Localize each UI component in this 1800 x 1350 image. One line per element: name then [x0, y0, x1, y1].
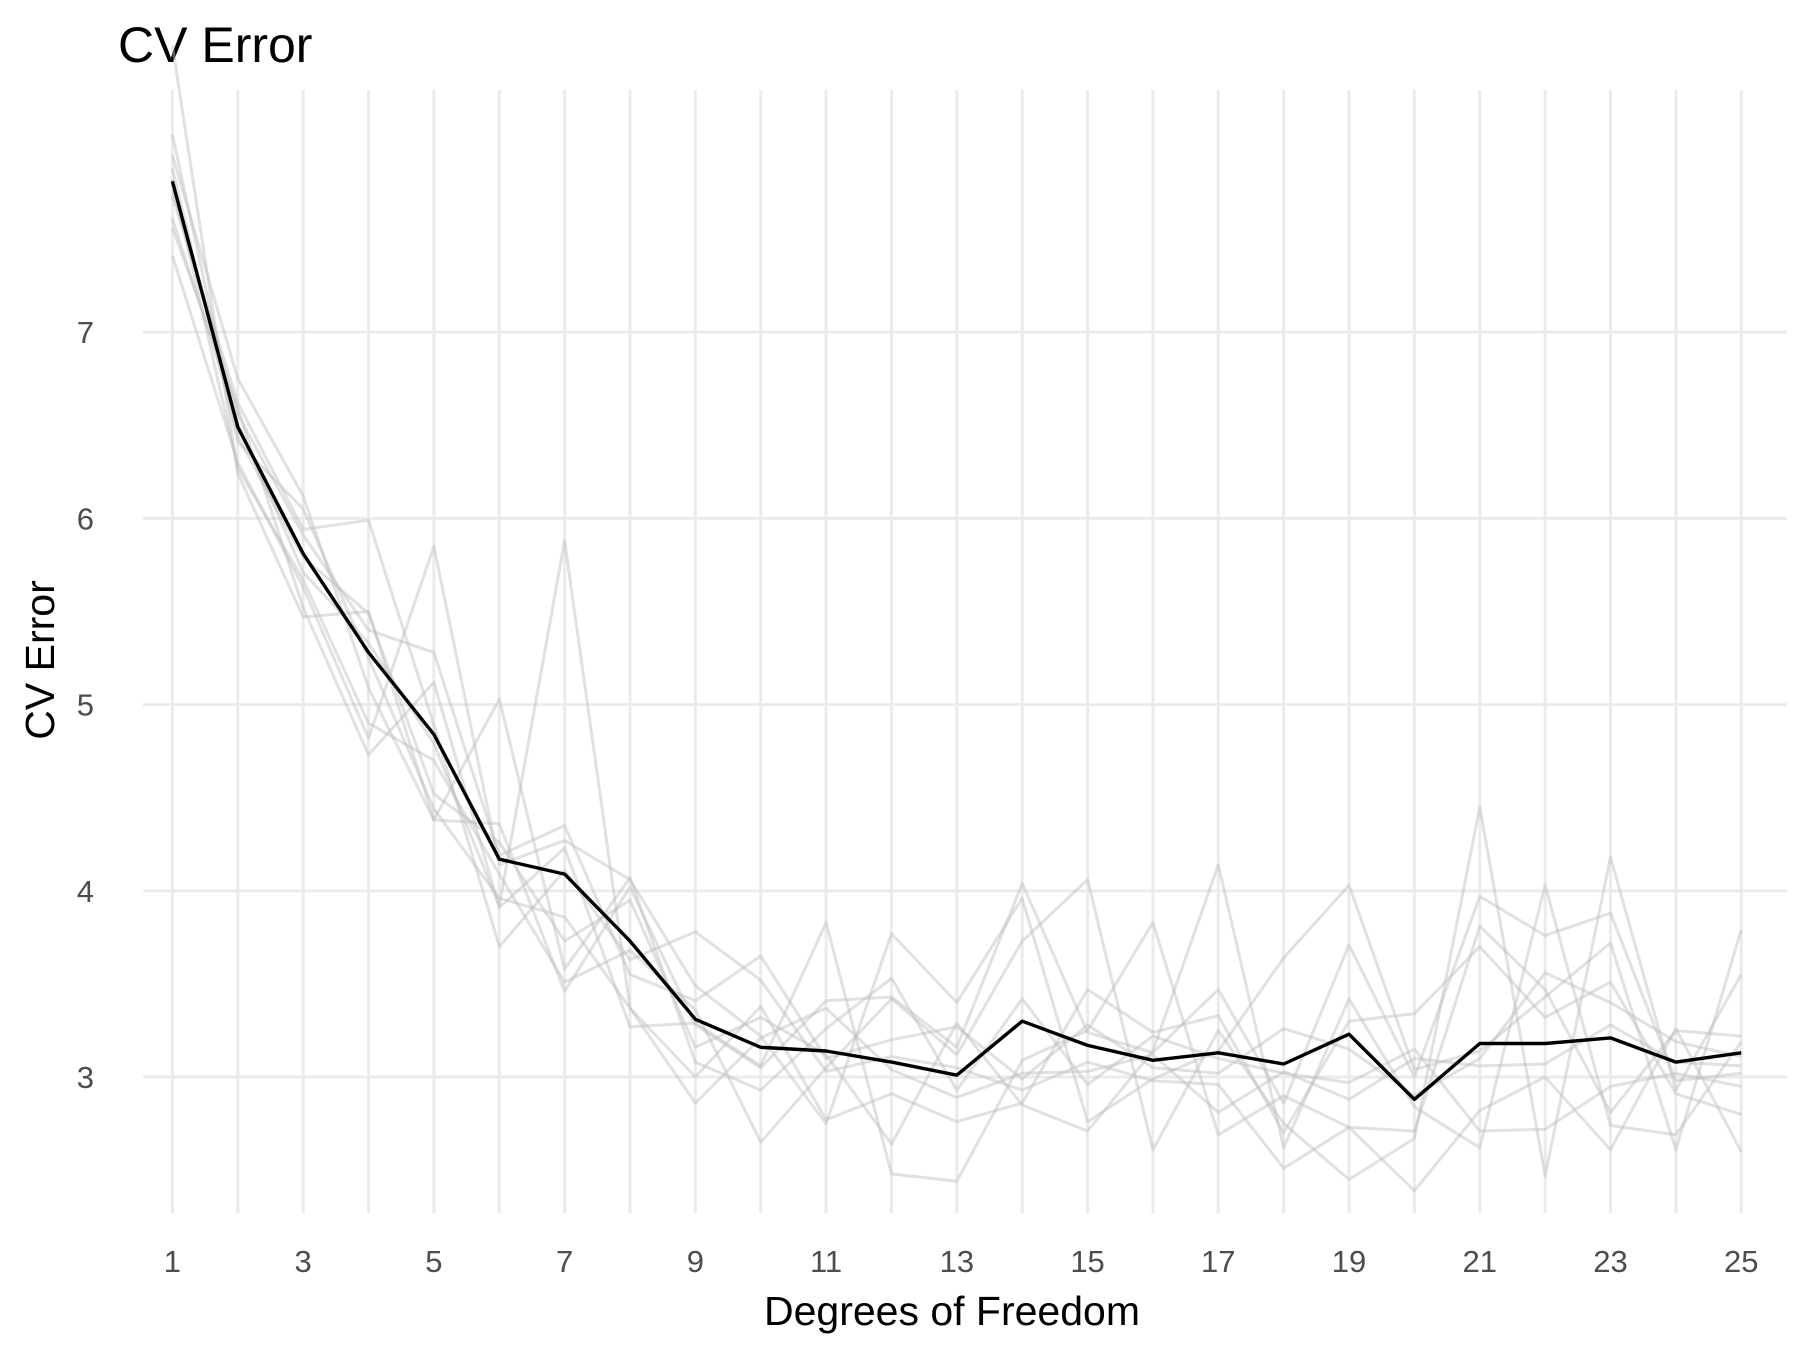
x-tick-label: 13 — [940, 1244, 974, 1279]
x-axis-title: Degrees of Freedom — [764, 1288, 1140, 1334]
gridlines — [143, 90, 1787, 1213]
y-tick-label: 7 — [77, 315, 94, 350]
fold-series-lines — [170, 45, 1743, 1193]
fold-series-4 — [170, 227, 1743, 1193]
y-tick-label: 5 — [77, 688, 94, 723]
x-tick-label: 7 — [556, 1244, 573, 1279]
fold-series-8 — [170, 167, 1742, 1135]
mean-series — [170, 180, 1742, 1102]
chart-title: CV Error — [118, 17, 312, 73]
y-axis-ticks: 3 4 5 6 7 — [77, 315, 94, 1095]
x-tick-label: 21 — [1463, 1244, 1497, 1279]
y-tick-label: 3 — [77, 1060, 94, 1095]
x-tick-label: 17 — [1201, 1244, 1235, 1279]
fold-series-3 — [170, 195, 1742, 1170]
fold-series-5 — [170, 134, 1743, 1150]
mean-series-line — [170, 180, 1742, 1102]
x-tick-label: 15 — [1070, 1244, 1104, 1279]
y-tick-label: 4 — [77, 874, 94, 909]
x-tick-label: 3 — [295, 1244, 312, 1279]
x-tick-label: 9 — [687, 1244, 704, 1279]
x-tick-label: 25 — [1724, 1244, 1758, 1279]
fold-series-9 — [170, 218, 1742, 1114]
x-axis-ticks: 1 3 5 7 9 11 13 15 17 19 21 23 25 — [164, 1244, 1759, 1279]
x-tick-label: 1 — [164, 1244, 181, 1279]
fold-series-2 — [170, 255, 1743, 1152]
y-tick-label: 6 — [77, 501, 94, 536]
fold-series-6 — [170, 179, 1743, 1181]
fold-series-1 — [170, 45, 1742, 1105]
x-tick-label: 23 — [1593, 1244, 1627, 1279]
fold-series-7 — [170, 154, 1742, 1133]
x-tick-label: 19 — [1332, 1244, 1366, 1279]
x-tick-label: 11 — [810, 1244, 842, 1279]
x-tick-label: 5 — [425, 1244, 442, 1279]
y-axis-title: CV Error — [17, 580, 63, 739]
fold-series-10 — [170, 190, 1742, 1098]
